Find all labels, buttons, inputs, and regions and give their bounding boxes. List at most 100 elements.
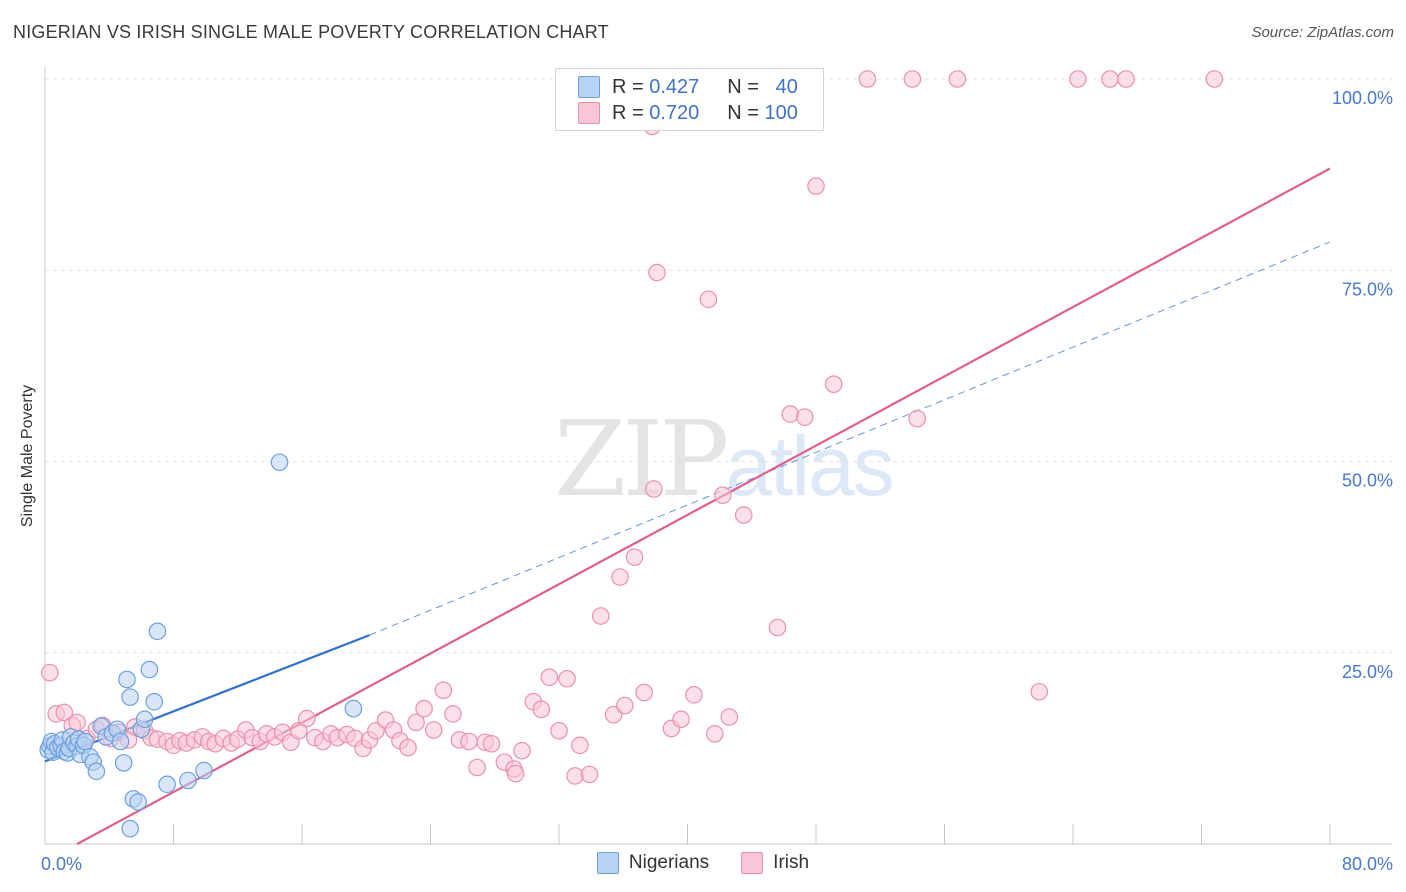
stats-legend: R = 0.427 N = 40 R = 0.720 N = 100 <box>555 68 824 131</box>
source-label: Source: ZipAtlas.com <box>1251 24 1394 41</box>
nigerian-point <box>114 754 133 772</box>
x-tick-label: 80.0% <box>1342 854 1393 874</box>
r-value: 0.720 <box>649 101 700 124</box>
nigerian-point <box>135 710 154 729</box>
irish-point <box>415 699 433 718</box>
irish-point <box>566 767 584 785</box>
irish-point <box>644 480 663 498</box>
nigerian-point <box>270 453 289 472</box>
n-value: 100 <box>764 101 798 124</box>
irish-point <box>41 663 59 682</box>
irish-point <box>1101 70 1119 88</box>
n-label: N = <box>727 75 759 98</box>
irish-point <box>482 734 501 753</box>
irish-point <box>672 710 690 729</box>
irish-point <box>532 700 551 719</box>
irish-point <box>550 721 568 740</box>
tick-label-layer: 25.0% 50.0% 75.0% 100.0% 0.0% 80.0% <box>41 88 1393 874</box>
irish-point <box>434 681 453 700</box>
nigerians-swatch <box>578 76 600 98</box>
nigerian-point <box>179 771 197 790</box>
irish-point <box>616 696 634 715</box>
legend-item-nigerians[interactable]: Nigerians <box>596 852 710 874</box>
irish-point <box>734 506 753 524</box>
irish-legend-swatch <box>741 852 764 874</box>
irish-point <box>540 668 559 687</box>
stats-row-irish: R = 0.720 N = 100 <box>578 101 798 125</box>
nigerian-point <box>111 732 130 751</box>
irish-point <box>948 70 967 88</box>
r-label: R = <box>612 101 644 124</box>
irish-point <box>714 486 732 504</box>
y-tick-label: 75.0% <box>1342 279 1393 299</box>
nigerian-point <box>195 761 213 780</box>
irish-point <box>558 669 576 688</box>
irish-point <box>1030 682 1049 701</box>
irish-point <box>858 70 877 88</box>
n-value: 40 <box>775 75 798 98</box>
nigerian-point <box>129 793 147 811</box>
irish-point <box>289 721 308 740</box>
irish-point <box>781 405 800 423</box>
irish-point <box>795 408 814 426</box>
irish-point <box>407 713 425 732</box>
irish-swatch <box>578 102 600 124</box>
irish-point <box>706 725 724 743</box>
y-tick-label: 50.0% <box>1342 471 1393 491</box>
x-tick-label: 0.0% <box>41 854 82 874</box>
stats-row-nigerians: R = 0.427 N = 40 <box>578 75 798 99</box>
nigerian-point <box>158 775 176 794</box>
watermark-zip: ZIP <box>554 398 729 520</box>
r-value: 0.427 <box>649 75 700 98</box>
irish-point <box>55 703 74 722</box>
irish-point <box>571 736 589 755</box>
irish-point <box>1069 70 1087 88</box>
nigerian-points <box>39 453 363 838</box>
irish-point <box>444 705 462 723</box>
nigerian-point <box>118 670 136 689</box>
irish-point <box>611 568 629 586</box>
nigerian-point <box>121 688 139 706</box>
nigerian-point <box>87 762 106 781</box>
nigerian-point <box>145 692 164 711</box>
nigerian-point <box>148 622 167 641</box>
y-tick-label: 100.0% <box>1332 88 1393 108</box>
irish-point <box>824 375 843 394</box>
irish-point <box>720 708 739 726</box>
irish-point <box>903 70 922 88</box>
irish-point <box>68 713 86 732</box>
nigerian-point <box>140 660 159 679</box>
chart-title: NIGERIAN VS IRISH SINGLE MALE POVERTY CO… <box>13 22 609 42</box>
irish-point <box>1117 70 1135 88</box>
nigerians-trend-extension <box>369 241 1331 636</box>
irish-point <box>399 738 417 757</box>
grid-layer <box>45 78 1392 654</box>
irish-point <box>625 548 644 566</box>
irish-point <box>468 758 486 777</box>
legend-item-irish[interactable]: Irish <box>741 852 809 874</box>
irish-point <box>1205 70 1224 88</box>
irish-point <box>699 290 718 309</box>
irish-point <box>807 177 825 195</box>
y-axis-label: Single Male Poverty <box>19 384 36 528</box>
irish-point <box>580 765 599 784</box>
y-tick-label: 25.0% <box>1342 662 1393 682</box>
irish-point <box>591 607 610 625</box>
irish-point <box>685 686 703 704</box>
legend-label: Nigerians <box>628 852 710 873</box>
irish-point <box>635 683 653 702</box>
watermark-atlas: atlas <box>725 419 894 513</box>
irish-point <box>506 764 525 783</box>
n-label: N = <box>727 101 759 124</box>
r-label: R = <box>612 75 644 98</box>
irish-points <box>41 70 1224 785</box>
series-legend: Nigerians Irish <box>0 852 1406 874</box>
nigerians-legend-swatch <box>596 852 619 874</box>
nigerian-point <box>76 732 94 751</box>
irish-point <box>648 263 666 282</box>
irish-point <box>908 409 926 428</box>
irish-point <box>460 732 478 751</box>
nigerian-point <box>344 699 363 718</box>
irish-point <box>768 618 787 637</box>
